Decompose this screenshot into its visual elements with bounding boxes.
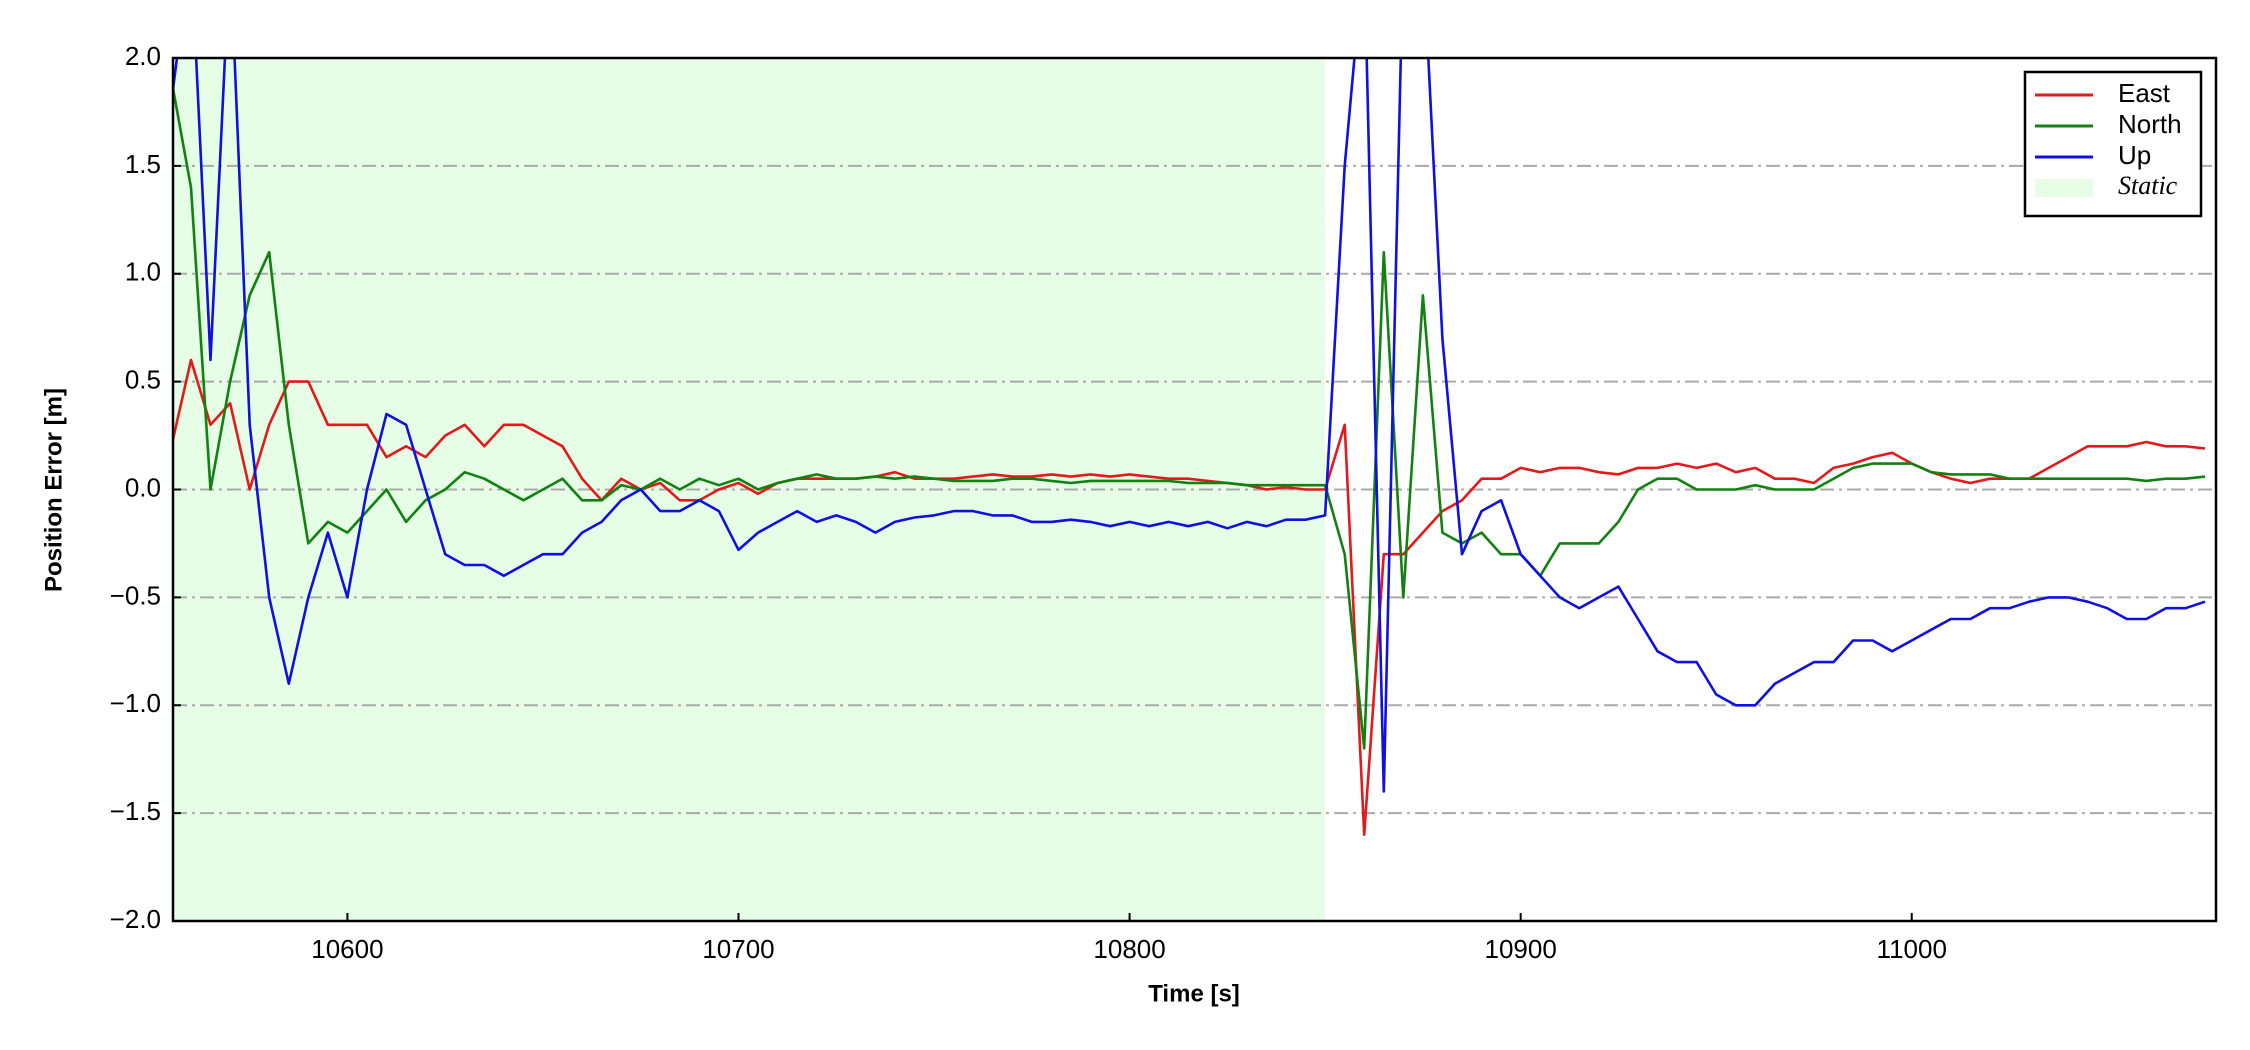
y-axis-label: Position Error [m]	[40, 388, 67, 592]
axis-layer: −2.0 −1.5 −1.0 −0.5 0.0 0.5 1.0 1.5 2.0 10600 1070…	[110, 41, 1947, 964]
legend-label: Static	[2118, 171, 2178, 200]
legend-label: East	[2118, 78, 2171, 108]
x-tick-label: 10800	[1093, 934, 1165, 964]
y-tick-label: 1.5	[125, 149, 161, 179]
x-axis-label: Time [s]	[1148, 980, 1240, 1007]
legend-swatch	[2035, 179, 2093, 197]
y-tick-label: 0.0	[125, 472, 161, 502]
x-tick-label: 10700	[702, 934, 774, 964]
series-line	[173, 358, 2206, 836]
y-tick-label: −0.5	[110, 580, 161, 610]
line-layer	[173, 58, 2206, 836]
series-line	[173, 81, 2206, 750]
y-tick-label: −1.0	[110, 688, 161, 718]
y-tick-label: −2.0	[110, 904, 161, 934]
y-tick-label: 1.0	[125, 257, 161, 287]
x-tick-label: 10900	[1485, 934, 1557, 964]
y-tick-label: 2.0	[125, 41, 161, 71]
x-tick-label: 11000	[1877, 934, 1947, 964]
plot-frame	[171, 56, 2218, 923]
x-tick-label: 10600	[311, 934, 383, 964]
legend-label: Up	[2118, 140, 2151, 170]
series-line	[173, 58, 2206, 793]
legend-label: North	[2118, 109, 2182, 139]
y-tick-label: −1.5	[110, 796, 161, 826]
y-tick-label: 0.5	[125, 365, 161, 395]
